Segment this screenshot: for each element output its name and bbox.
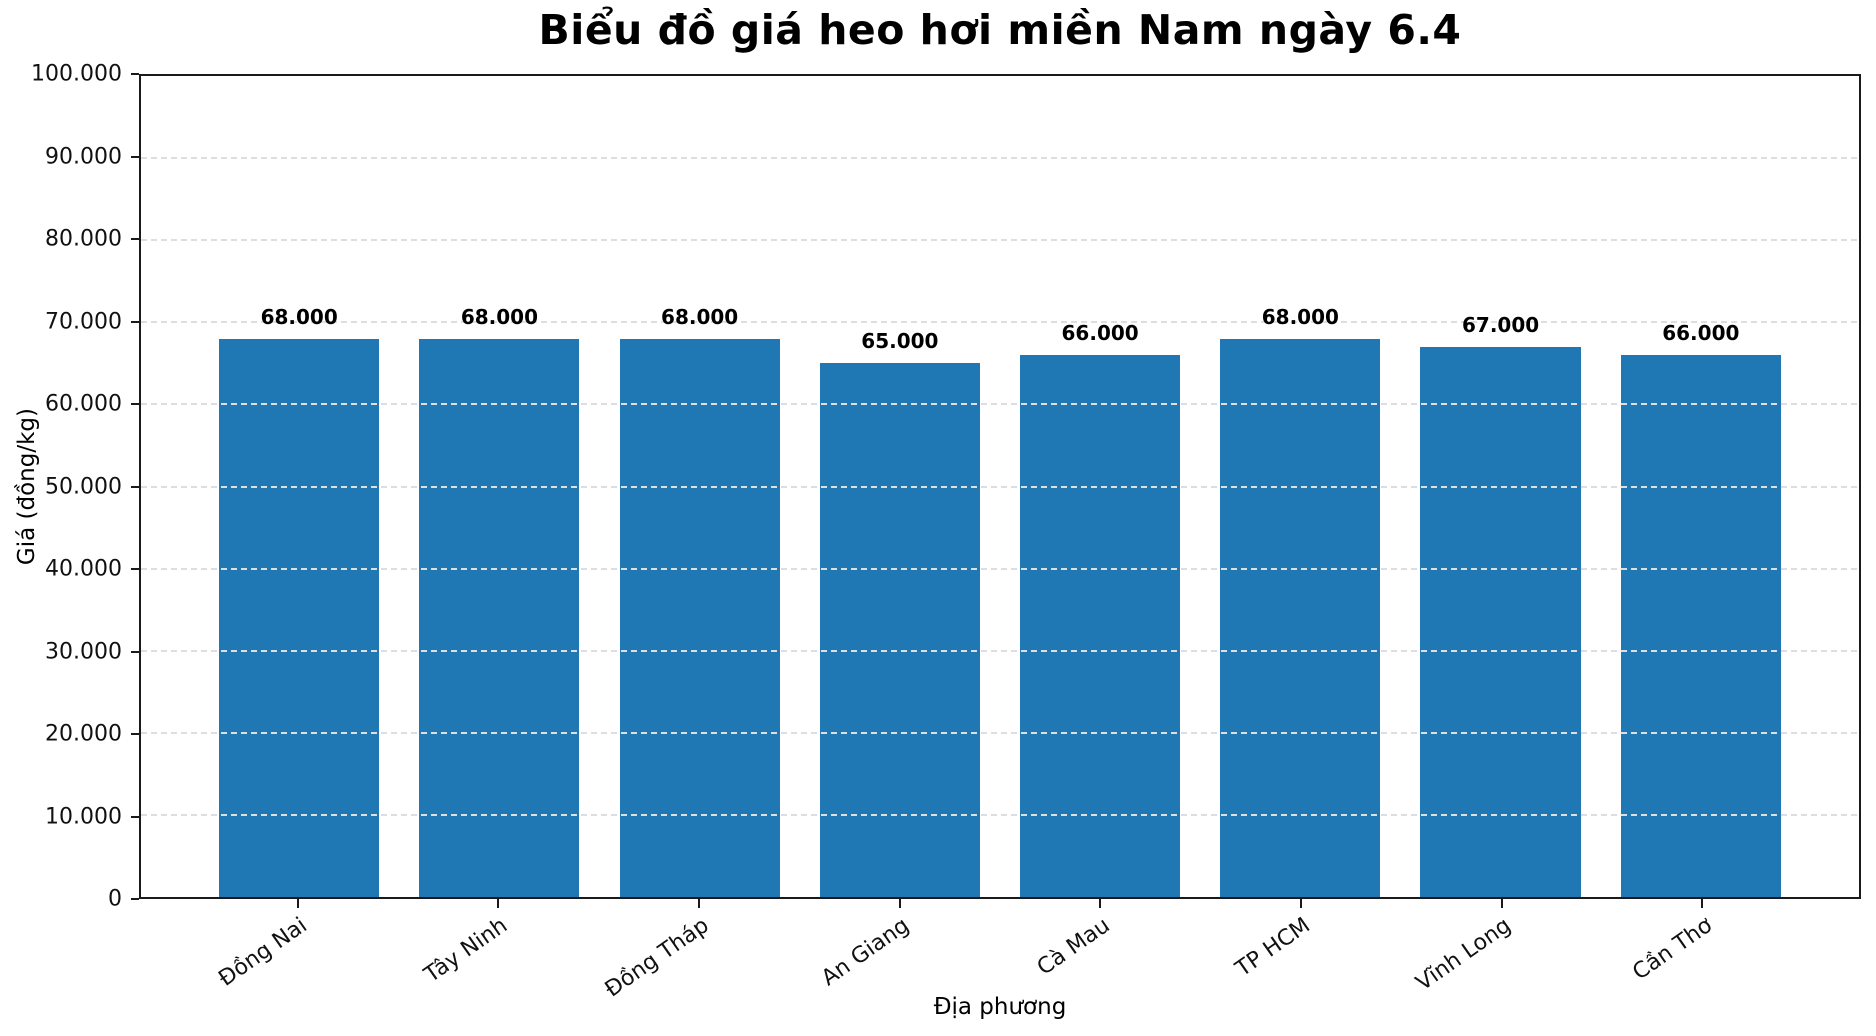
bar xyxy=(419,338,580,897)
x-tick-mark xyxy=(1500,899,1503,908)
y-tick-mark xyxy=(131,485,139,488)
bar xyxy=(819,363,980,897)
y-tick-mark xyxy=(131,568,139,570)
y-tick-mark xyxy=(131,155,139,158)
bar-value-label: 68.000 xyxy=(1261,304,1339,329)
x-tick-label: Cà Mau xyxy=(1032,913,1115,981)
bar xyxy=(1020,355,1181,897)
bar xyxy=(1420,346,1581,897)
y-tick-label: 80.000 xyxy=(45,226,122,252)
gridline xyxy=(141,403,1859,406)
y-tick-mark xyxy=(131,650,139,653)
y-tick-label: 70.000 xyxy=(45,309,122,334)
bar-value-label: 67.000 xyxy=(1461,312,1540,337)
bar xyxy=(219,338,380,897)
gridlines-layer xyxy=(141,76,1859,897)
bar xyxy=(1220,338,1381,897)
y-tick-mark xyxy=(131,238,139,240)
gridline xyxy=(141,485,1859,488)
bars-layer: 68.000 68.000 68.000 65.000 66.000 68.000 67.0… xyxy=(141,76,1859,897)
y-axis: 0 10.000 20.000 30.000 40.000 50.000 60.000 70.… xyxy=(0,62,139,912)
bar-value-label: 66.000 xyxy=(1061,321,1139,346)
y-tick-mark xyxy=(131,733,139,735)
bar-value-label: 65.000 xyxy=(861,329,939,354)
bar-value-label: 68.000 xyxy=(661,304,739,329)
x-tick-label: Đồng Tháp xyxy=(600,913,714,1003)
y-tick-label: 40.000 xyxy=(45,556,122,582)
gridline xyxy=(141,813,1859,816)
x-tick-mark xyxy=(697,899,700,908)
y-tick-label: 30.000 xyxy=(45,639,122,664)
x-tick-mark xyxy=(1099,899,1102,908)
x-tick-label: Tây Ninh xyxy=(420,913,513,988)
x-tick-mark xyxy=(1701,899,1704,908)
y-tick-label: 10.000 xyxy=(45,804,122,829)
x-tick-mark xyxy=(1300,899,1303,908)
y-tick-label: 100.000 xyxy=(31,61,122,87)
x-tick-mark xyxy=(497,899,500,908)
y-tick-mark xyxy=(131,815,139,818)
plot-area: 68.000 68.000 68.000 65.000 66.000 68.000 67.0… xyxy=(139,74,1861,899)
gridline xyxy=(141,321,1859,324)
chart-title: Biểu đồ giá heo hơi miền Nam ngày 6.4 xyxy=(538,6,1462,54)
y-tick-label: 90.000 xyxy=(45,144,122,169)
y-tick-mark xyxy=(131,403,139,405)
gridline xyxy=(141,649,1859,652)
bar-value-label: 68.000 xyxy=(260,304,338,329)
x-tick-mark xyxy=(296,899,299,908)
x-tick-mark xyxy=(898,899,901,908)
y-tick-mark xyxy=(131,73,139,75)
y-tick-mark xyxy=(131,898,139,900)
y-tick-label: 60.000 xyxy=(45,391,122,417)
bar xyxy=(619,338,780,897)
gridline xyxy=(141,731,1859,734)
x-tick-label: Vĩnh Long xyxy=(1412,913,1517,997)
y-tick-label: 20.000 xyxy=(45,721,122,747)
bar-value-label: 66.000 xyxy=(1662,321,1740,346)
gridline xyxy=(141,157,1859,160)
x-tick-label: Đồng Nai xyxy=(214,913,312,992)
bar-value-label: 68.000 xyxy=(460,304,538,329)
gridline xyxy=(141,567,1859,570)
y-tick-label: 0 xyxy=(108,886,122,912)
bar xyxy=(1620,355,1781,897)
x-axis-title: Địa phương xyxy=(933,994,1067,1020)
x-tick-label: Cần Thơ xyxy=(1628,913,1717,986)
x-tick-label: An Giang xyxy=(817,913,914,992)
x-tick-label: TP HCM xyxy=(1231,913,1316,982)
x-axis: Đồng Nai Tây Ninh Đồng Tháp An Giang Cà Mau T… xyxy=(139,899,1861,1036)
y-tick-label: 50.000 xyxy=(45,474,122,499)
gridline xyxy=(141,239,1859,242)
y-tick-mark xyxy=(131,320,139,323)
